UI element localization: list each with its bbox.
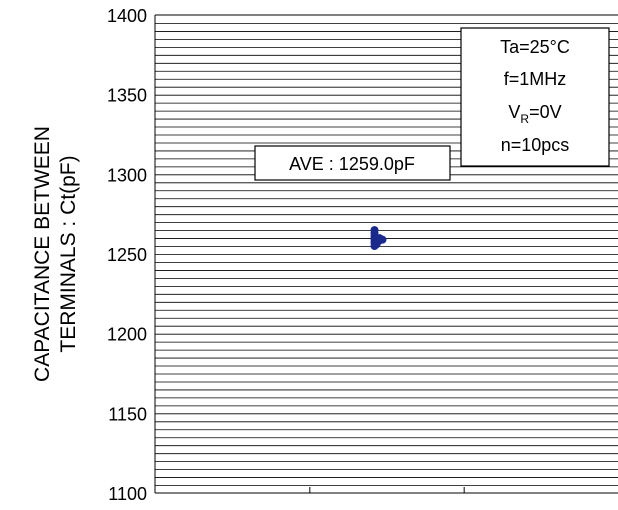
- y-tick-label: 1350: [107, 86, 147, 106]
- average-box: [254, 145, 451, 181]
- y-axis-label-line2: TERMINALS : Ct(pF): [57, 155, 80, 352]
- data-point: [372, 240, 381, 249]
- y-axis-label-line1: CAPACITANCE BETWEEN: [31, 126, 54, 382]
- data-point: [375, 234, 384, 243]
- y-tick-label: 1300: [107, 165, 147, 185]
- y-tick-label: 1100: [108, 484, 147, 504]
- condition-voltage-sub: R: [520, 112, 529, 126]
- condition-voltage-value: =0V: [529, 102, 562, 122]
- condition-frequency: f=1MHz: [504, 69, 567, 89]
- condition-voltage-v: V: [508, 102, 520, 122]
- condition-sample-count: n=10pcs: [501, 135, 570, 155]
- y-tick-label: 1250: [107, 245, 147, 265]
- y-axis-label: CAPACITANCE BETWEEN TERMINALS : Ct(pF): [31, 126, 80, 382]
- condition-temperature: Ta=25°C: [500, 37, 570, 57]
- data-points: [370, 226, 387, 251]
- average-label: AVE : 1259.0pF: [289, 154, 415, 174]
- y-tick-label: 1200: [107, 325, 147, 345]
- conditions-legend: Ta=25°C f=1MHz VR=0V n=10pcs: [460, 27, 610, 167]
- y-tick-labels: 1400 1350 1300 1250 1200 1150 1100: [107, 6, 147, 504]
- x-axis-ticks: [309, 487, 465, 493]
- y-tick-label: 1400: [107, 6, 147, 26]
- average-annotation: AVE : 1259.0pF: [254, 145, 451, 181]
- condition-voltage: VR=0V: [508, 102, 561, 126]
- conditions-box: [460, 27, 610, 167]
- y-tick-label: 1150: [108, 404, 147, 424]
